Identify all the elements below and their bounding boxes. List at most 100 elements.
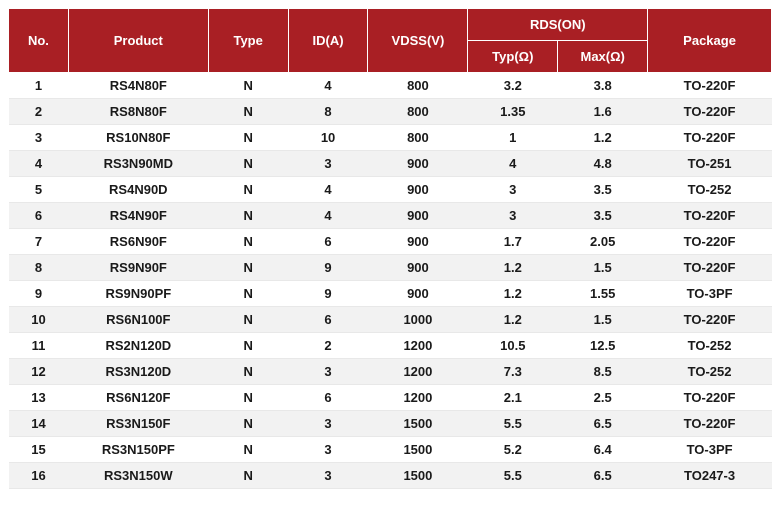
cell-vdss: 900: [368, 281, 468, 307]
cell-package: TO-220F: [648, 255, 772, 281]
cell-vdss: 900: [368, 151, 468, 177]
cell-vdss: 1500: [368, 463, 468, 489]
cell-id: 4: [288, 203, 368, 229]
cell-id: 3: [288, 359, 368, 385]
col-header-no: No.: [9, 9, 69, 73]
table-row: 15RS3N150PFN315005.26.4TO-3PF: [9, 437, 772, 463]
cell-vdss: 1500: [368, 437, 468, 463]
cell-no: 9: [9, 281, 69, 307]
cell-vdss: 1000: [368, 307, 468, 333]
cell-rds_max: 6.5: [558, 463, 648, 489]
cell-product: RS9N90F: [68, 255, 208, 281]
cell-id: 6: [288, 307, 368, 333]
cell-rds_max: 4.8: [558, 151, 648, 177]
col-header-id: ID(A): [288, 9, 368, 73]
cell-no: 14: [9, 411, 69, 437]
cell-product: RS8N80F: [68, 99, 208, 125]
col-header-rds-group: RDS(ON): [468, 9, 648, 41]
cell-rds_max: 1.5: [558, 255, 648, 281]
cell-rds_typ: 1.2: [468, 307, 558, 333]
cell-product: RS4N90D: [68, 177, 208, 203]
cell-type: N: [208, 359, 288, 385]
cell-rds_typ: 1.35: [468, 99, 558, 125]
cell-no: 1: [9, 73, 69, 99]
cell-id: 9: [288, 255, 368, 281]
cell-rds_typ: 3: [468, 177, 558, 203]
cell-rds_typ: 3: [468, 203, 558, 229]
cell-product: RS6N100F: [68, 307, 208, 333]
cell-package: TO-3PF: [648, 281, 772, 307]
cell-package: TO-220F: [648, 229, 772, 255]
cell-id: 2: [288, 333, 368, 359]
col-header-type: Type: [208, 9, 288, 73]
cell-rds_typ: 1.7: [468, 229, 558, 255]
table-row: 1RS4N80FN48003.23.8TO-220F: [9, 73, 772, 99]
cell-vdss: 1200: [368, 359, 468, 385]
cell-rds_max: 3.5: [558, 203, 648, 229]
cell-package: TO-220F: [648, 99, 772, 125]
cell-rds_max: 1.6: [558, 99, 648, 125]
cell-type: N: [208, 411, 288, 437]
cell-type: N: [208, 437, 288, 463]
cell-type: N: [208, 255, 288, 281]
cell-no: 2: [9, 99, 69, 125]
cell-rds_max: 3.5: [558, 177, 648, 203]
table-row: 4RS3N90MDN390044.8TO-251: [9, 151, 772, 177]
cell-no: 10: [9, 307, 69, 333]
cell-rds_typ: 1.2: [468, 255, 558, 281]
cell-package: TO-3PF: [648, 437, 772, 463]
cell-product: RS2N120D: [68, 333, 208, 359]
col-header-vdss: VDSS(V): [368, 9, 468, 73]
cell-type: N: [208, 125, 288, 151]
cell-vdss: 800: [368, 99, 468, 125]
cell-type: N: [208, 281, 288, 307]
cell-product: RS9N90PF: [68, 281, 208, 307]
cell-no: 5: [9, 177, 69, 203]
cell-rds_typ: 3.2: [468, 73, 558, 99]
cell-id: 3: [288, 463, 368, 489]
table-row: 5RS4N90DN490033.5TO-252: [9, 177, 772, 203]
cell-rds_typ: 1.2: [468, 281, 558, 307]
cell-no: 4: [9, 151, 69, 177]
cell-product: RS3N120D: [68, 359, 208, 385]
table-row: 6RS4N90FN490033.5TO-220F: [9, 203, 772, 229]
cell-rds_typ: 2.1: [468, 385, 558, 411]
cell-package: TO-252: [648, 359, 772, 385]
cell-package: TO-220F: [648, 411, 772, 437]
cell-product: RS4N80F: [68, 73, 208, 99]
cell-id: 3: [288, 151, 368, 177]
cell-type: N: [208, 229, 288, 255]
cell-no: 11: [9, 333, 69, 359]
cell-package: TO-220F: [648, 385, 772, 411]
cell-product: RS3N150W: [68, 463, 208, 489]
table-body: 1RS4N80FN48003.23.8TO-220F2RS8N80FN88001…: [9, 73, 772, 489]
cell-id: 4: [288, 73, 368, 99]
cell-id: 6: [288, 229, 368, 255]
cell-id: 9: [288, 281, 368, 307]
cell-no: 3: [9, 125, 69, 151]
cell-id: 8: [288, 99, 368, 125]
mosfet-spec-table: No. Product Type ID(A) VDSS(V) RDS(ON) P…: [8, 8, 772, 489]
cell-rds_typ: 1: [468, 125, 558, 151]
col-header-package: Package: [648, 9, 772, 73]
cell-type: N: [208, 333, 288, 359]
cell-type: N: [208, 203, 288, 229]
cell-rds_typ: 4: [468, 151, 558, 177]
cell-vdss: 900: [368, 229, 468, 255]
cell-no: 16: [9, 463, 69, 489]
cell-product: RS6N120F: [68, 385, 208, 411]
cell-rds_max: 1.2: [558, 125, 648, 151]
table-row: 9RS9N90PFN99001.21.55TO-3PF: [9, 281, 772, 307]
cell-no: 8: [9, 255, 69, 281]
cell-no: 15: [9, 437, 69, 463]
cell-vdss: 900: [368, 177, 468, 203]
col-header-rds-typ: Typ(Ω): [468, 41, 558, 73]
table-header: No. Product Type ID(A) VDSS(V) RDS(ON) P…: [9, 9, 772, 73]
table-row: 3RS10N80FN1080011.2TO-220F: [9, 125, 772, 151]
cell-rds_max: 3.8: [558, 73, 648, 99]
cell-vdss: 800: [368, 73, 468, 99]
cell-package: TO-220F: [648, 203, 772, 229]
cell-type: N: [208, 307, 288, 333]
cell-vdss: 900: [368, 255, 468, 281]
cell-type: N: [208, 151, 288, 177]
